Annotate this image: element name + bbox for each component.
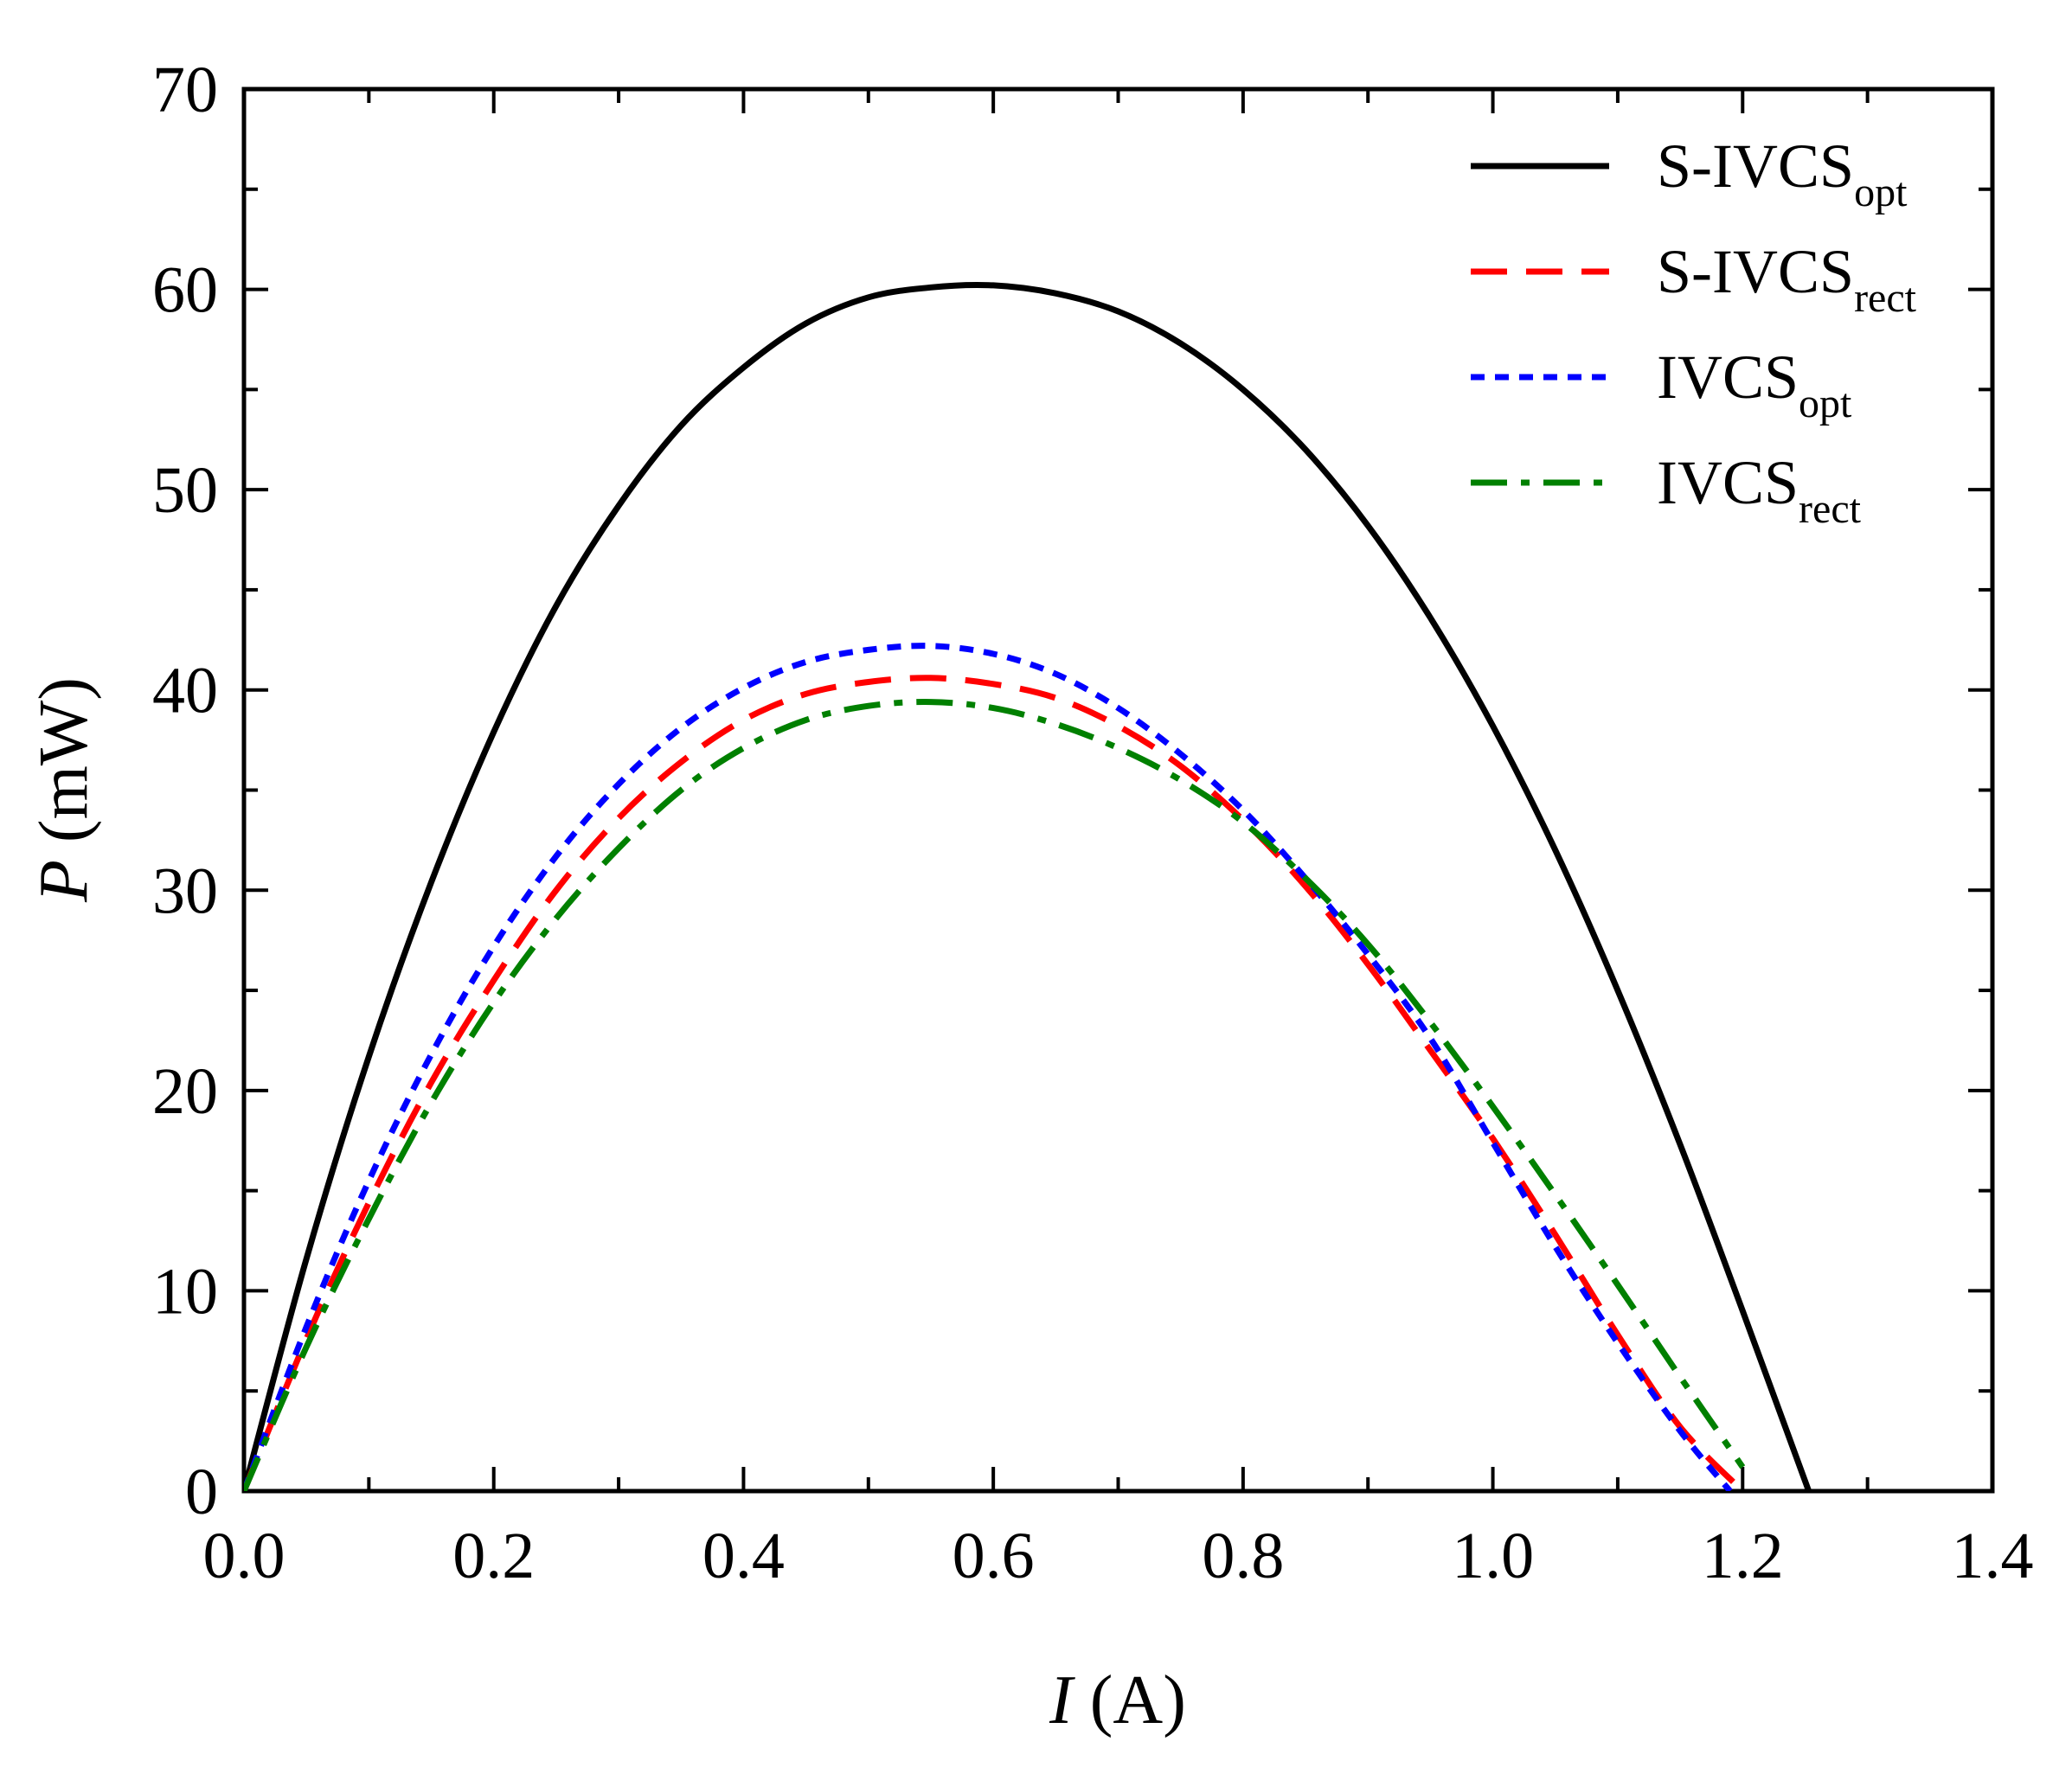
- series-line-s-ivcsopt: [244, 281, 1812, 1491]
- y-tick-label: 10: [152, 1255, 218, 1328]
- x-tick-label: 1.2: [1702, 1520, 1784, 1592]
- y-tick-label: 20: [152, 1055, 218, 1128]
- y-tick-label: 60: [152, 254, 218, 327]
- y-axis-symbol: P: [26, 860, 102, 903]
- y-tick-label: 40: [152, 655, 218, 727]
- x-axis-unit: (A): [1073, 1662, 1186, 1738]
- x-tick-label: 0.6: [953, 1520, 1035, 1592]
- y-tick-label: 0: [185, 1456, 218, 1528]
- y-tick-label: 50: [152, 454, 218, 527]
- legend: S-IVCSopt S-IVCSrect IVCSopt IVCSrect: [1471, 131, 1917, 532]
- y-tick-label: 30: [152, 855, 218, 927]
- x-tick-label: 0.4: [702, 1520, 785, 1592]
- series-line-ivcsrect: [244, 699, 1746, 1491]
- legend-label-s-ivcsopt: S-IVCSopt: [1657, 131, 1908, 215]
- x-tick-label: 0.2: [452, 1520, 535, 1592]
- series-line-s-ivcsrect: [244, 675, 1745, 1491]
- x-tick-label: 1.0: [1452, 1520, 1534, 1592]
- x-tick-label: 1.4: [1952, 1520, 2034, 1592]
- y-tick-label: 70: [152, 54, 218, 126]
- series-lines: [244, 281, 1812, 1491]
- y-axis-title: P (mW): [26, 677, 102, 903]
- legend-label-s-ivcsrect: S-IVCSrect: [1657, 237, 1917, 321]
- y-axis-unit: (mW): [26, 677, 102, 860]
- series-line-ivcsopt: [244, 643, 1733, 1491]
- x-tick-label: 0.0: [203, 1520, 285, 1592]
- legend-label-ivcsrect: IVCSrect: [1657, 448, 1862, 532]
- legend-label-ivcsopt: IVCSopt: [1657, 343, 1852, 426]
- ticks: [242, 87, 1994, 1493]
- tick-labels: 0.0 0.2 0.4 0.6 0.8 1.0 1.2 1.4 0 10 20 30 40 50 60 70: [152, 54, 2034, 1592]
- x-axis-symbol: I: [1049, 1662, 1075, 1738]
- x-axis-title: I (A): [1049, 1662, 1186, 1738]
- x-tick-label: 0.8: [1202, 1520, 1284, 1592]
